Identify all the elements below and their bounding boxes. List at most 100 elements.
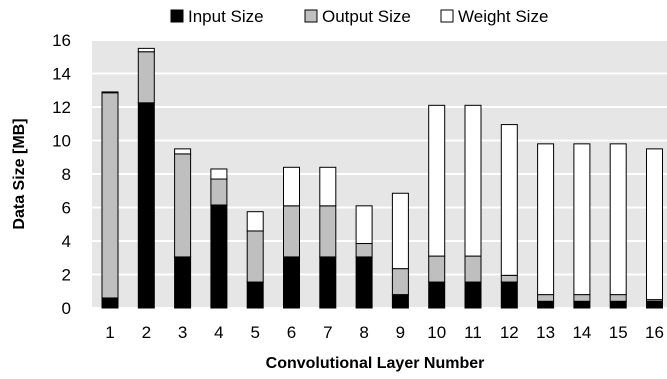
bars xyxy=(101,47,663,309)
y-tick-labels: 0 2 4 6 8 10 12 14 16 xyxy=(52,31,71,318)
bar-stack xyxy=(646,148,663,309)
x-tick-label: 10 xyxy=(427,323,446,342)
x-tick-label: 9 xyxy=(396,323,405,342)
bar-stack xyxy=(283,166,300,309)
bar-segment-output-size xyxy=(283,205,300,258)
legend-swatch xyxy=(304,9,318,23)
bar-segment-output-size xyxy=(174,153,192,258)
x-tick-label: 14 xyxy=(572,323,591,342)
bar-segment-weight-size xyxy=(537,143,555,296)
bar-segment-weight-size xyxy=(137,47,155,53)
bar-segment-input-size xyxy=(101,297,119,309)
bar-segment-input-size xyxy=(137,102,155,309)
x-tick-label: 5 xyxy=(250,323,259,342)
bar-stack xyxy=(137,47,155,309)
bar-segment-output-size xyxy=(101,92,119,299)
y-axis-title: Data Size [MB] xyxy=(11,118,28,229)
bar-segment-input-size xyxy=(174,256,192,309)
bar-segment-input-size xyxy=(573,300,591,309)
bar-segment-input-size xyxy=(609,300,627,309)
bar-segment-input-size xyxy=(319,256,337,309)
legend: Input Size Output Size Weight Size xyxy=(170,7,548,26)
legend-swatch xyxy=(440,9,454,23)
bar-segment-weight-size xyxy=(391,192,409,270)
y-tick-label: 8 xyxy=(62,165,71,184)
bar-segment-input-size xyxy=(464,281,482,309)
y-tick-label: 4 xyxy=(62,232,71,251)
bar-segment-output-size xyxy=(210,178,228,206)
bar-stack xyxy=(101,91,119,309)
y-tick-label: 2 xyxy=(62,266,71,285)
bar-segment-output-size xyxy=(500,274,518,283)
bar-segment-weight-size xyxy=(609,143,627,296)
y-tick-label: 16 xyxy=(52,31,71,50)
x-tick-label: 1 xyxy=(105,323,114,342)
bar-segment-input-size xyxy=(537,300,555,309)
bar-segment-output-size xyxy=(137,51,155,104)
bar-segment-weight-size xyxy=(428,104,446,257)
x-tick-labels: 1 2 3 4 5 6 7 8 9 10 11 12 13 14 15 16 xyxy=(105,323,664,342)
bar-stack xyxy=(355,205,373,309)
bar-stack xyxy=(391,192,409,309)
bar-segment-weight-size xyxy=(319,166,337,207)
bar-segment-weight-size xyxy=(355,205,373,245)
bar-stack xyxy=(174,148,192,309)
y-tick-label: 10 xyxy=(52,132,71,151)
x-tick-label: 7 xyxy=(323,323,332,342)
x-tick-label: 15 xyxy=(609,323,628,342)
bar-segment-weight-size xyxy=(174,148,192,155)
bar-segment-input-size xyxy=(210,204,228,309)
x-tick-label: 2 xyxy=(142,323,151,342)
bar-stack xyxy=(537,143,555,309)
legend-label: Weight Size xyxy=(458,7,548,26)
y-tick-label: 12 xyxy=(52,98,71,117)
bar-segment-output-size xyxy=(464,255,482,283)
bar-stack xyxy=(464,104,482,309)
x-axis-title: Convolutional Layer Number xyxy=(266,355,485,372)
bar-segment-output-size xyxy=(319,205,337,258)
bar-stack xyxy=(609,143,627,309)
x-tick-label: 11 xyxy=(464,323,482,342)
bar-segment-weight-size xyxy=(101,91,119,94)
bar-segment-input-size xyxy=(246,281,264,309)
bar-stack xyxy=(573,143,591,309)
x-tick-label: 3 xyxy=(178,323,187,342)
x-tick-label: 13 xyxy=(536,323,555,342)
x-tick-label: 12 xyxy=(500,323,519,342)
bar-segment-output-size xyxy=(246,230,264,283)
bar-stack xyxy=(319,166,337,309)
y-tick-label: 0 xyxy=(62,299,71,318)
bar-segment-weight-size xyxy=(500,124,518,276)
bar-segment-weight-size xyxy=(573,143,591,296)
y-tick-label: 6 xyxy=(62,199,71,218)
bar-segment-input-size xyxy=(391,294,409,309)
x-tick-label: 8 xyxy=(359,323,368,342)
legend-label: Input Size xyxy=(188,7,264,26)
bar-segment-weight-size xyxy=(464,104,482,257)
bar-stack xyxy=(246,211,264,309)
bar-stack xyxy=(500,124,518,309)
bar-segment-weight-size xyxy=(646,148,663,301)
bar-segment-input-size xyxy=(355,256,373,309)
bar-segment-input-size xyxy=(500,281,518,309)
bar-segment-weight-size xyxy=(210,168,228,180)
bar-segment-weight-size xyxy=(283,166,300,207)
bar-segment-input-size xyxy=(428,281,446,309)
x-tick-label: 6 xyxy=(287,323,296,342)
bar-stack xyxy=(428,104,446,309)
legend-label: Output Size xyxy=(322,7,411,26)
bar-stack xyxy=(210,168,228,309)
bar-segment-weight-size xyxy=(246,211,264,232)
y-tick-label: 14 xyxy=(52,65,71,84)
bar-segment-output-size xyxy=(573,294,591,302)
bar-segment-output-size xyxy=(428,255,446,283)
bar-segment-output-size xyxy=(391,268,409,296)
bar-segment-output-size xyxy=(355,243,373,258)
bar-segment-input-size xyxy=(283,256,300,309)
bar-segment-output-size xyxy=(537,294,555,302)
x-tick-label: 16 xyxy=(645,323,664,342)
legend-swatch xyxy=(170,9,184,23)
x-tick-label: 4 xyxy=(214,323,223,342)
bar-segment-output-size xyxy=(609,294,627,302)
